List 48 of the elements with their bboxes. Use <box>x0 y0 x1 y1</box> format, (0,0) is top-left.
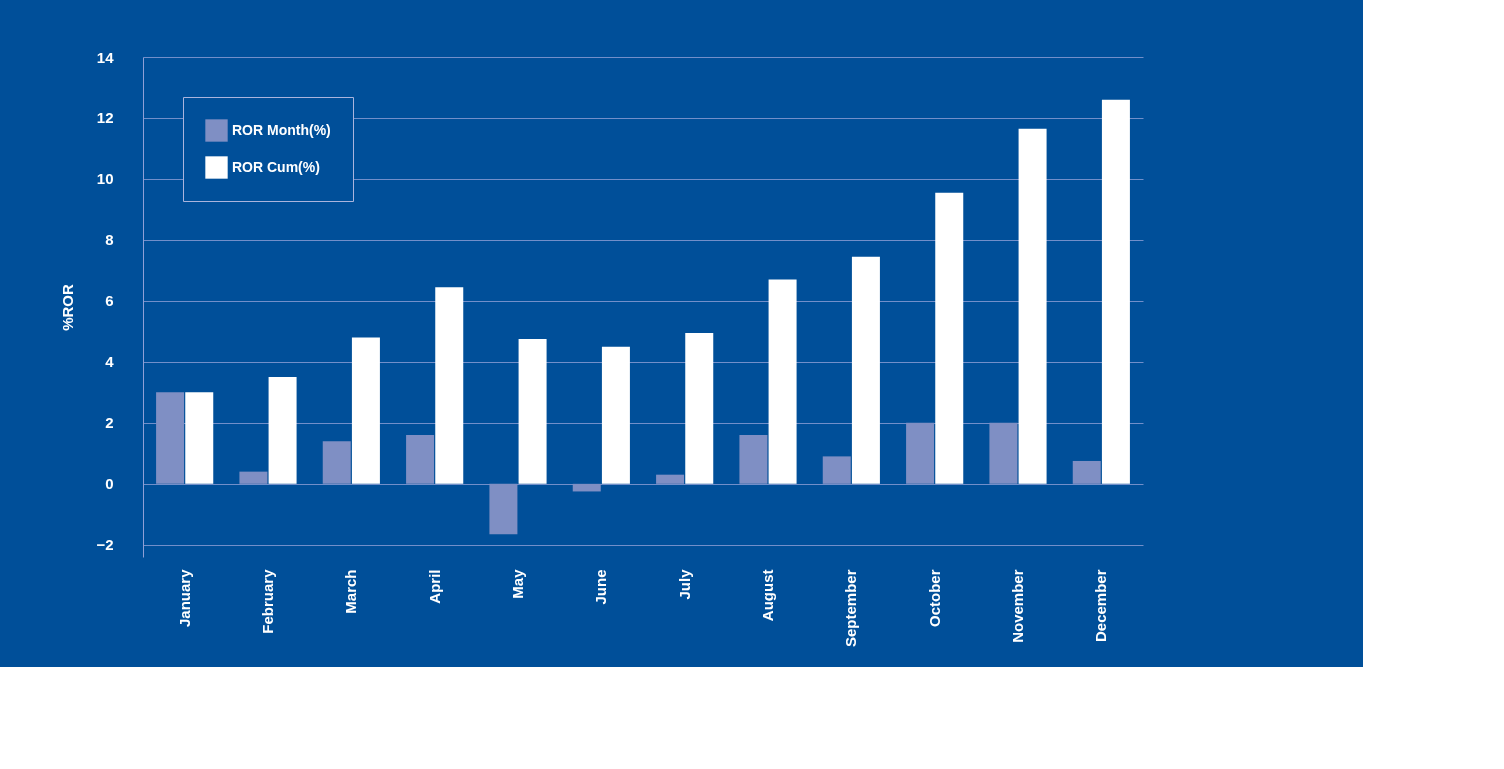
bar <box>518 339 547 484</box>
bar <box>906 422 935 484</box>
y-tick-label: 0 <box>105 475 114 493</box>
bar <box>851 256 880 484</box>
bar <box>601 346 630 484</box>
bar <box>572 483 601 492</box>
bar <box>406 435 435 484</box>
x-tick-label: September <box>842 569 860 648</box>
bar <box>156 392 185 484</box>
y-tick-label: 14 <box>96 48 115 66</box>
legend-label: ROR Cum(%) <box>232 158 320 175</box>
x-tick-label: December <box>1092 569 1110 643</box>
y-tick-label: 10 <box>96 170 114 188</box>
bar <box>268 377 297 484</box>
x-tick-label: October <box>925 569 943 628</box>
bar <box>185 392 214 484</box>
bar <box>322 441 351 484</box>
bar <box>685 332 714 484</box>
x-tick-label: January <box>175 568 193 628</box>
y-tick-label: 8 <box>105 231 114 249</box>
bar <box>1101 99 1130 484</box>
bar <box>1072 460 1101 484</box>
y-tick-label: 2 <box>105 414 114 432</box>
bar <box>489 483 518 535</box>
x-tick-label: May <box>509 568 526 599</box>
x-tick-label: March <box>342 569 360 614</box>
x-tick-label: November <box>1009 569 1026 643</box>
bar <box>935 192 964 484</box>
y-tick-label: 12 <box>96 109 114 127</box>
bar <box>239 471 268 484</box>
x-tick-label: July <box>675 568 693 600</box>
x-tick-label: February <box>259 568 276 634</box>
y-axis-title: %ROR <box>59 284 77 331</box>
bar <box>768 279 797 484</box>
x-tick-label: August <box>759 569 776 622</box>
y-tick-label: 4 <box>105 353 115 371</box>
legend-label: ROR Month(%) <box>232 121 331 138</box>
bar <box>739 435 768 484</box>
bar <box>822 456 851 484</box>
y-tick-label: 6 <box>105 292 114 310</box>
bar <box>989 422 1018 484</box>
x-tick-label: April <box>425 569 443 604</box>
bar <box>1018 128 1047 484</box>
y-tick-label: −2 <box>96 536 114 554</box>
bar <box>435 287 464 484</box>
bar <box>656 474 685 484</box>
bar <box>351 337 380 484</box>
x-tick-label: June <box>592 569 610 605</box>
